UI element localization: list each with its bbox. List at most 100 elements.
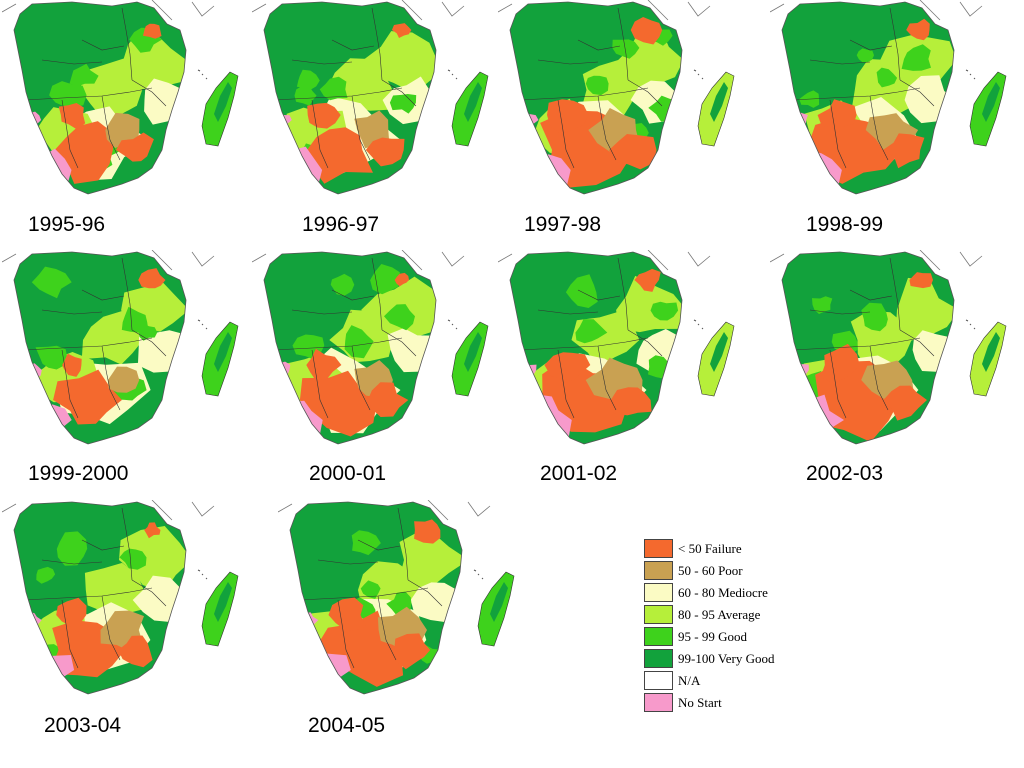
southern-africa-map bbox=[252, 250, 489, 445]
failure-region bbox=[56, 597, 87, 633]
country-border bbox=[131, 79, 167, 107]
good-region bbox=[69, 63, 99, 87]
failure-region bbox=[306, 348, 342, 381]
legend-swatch bbox=[644, 671, 673, 690]
no-start-region bbox=[301, 651, 351, 690]
country-border bbox=[101, 95, 121, 161]
good-region bbox=[650, 301, 679, 321]
vegetation-layer bbox=[782, 252, 954, 444]
southern-africa-map bbox=[498, 0, 735, 195]
southern-africa-map bbox=[2, 250, 239, 445]
country-border bbox=[381, 79, 417, 107]
good-region bbox=[370, 264, 400, 295]
country-border bbox=[291, 59, 353, 65]
legend-swatch bbox=[644, 561, 673, 580]
good-region bbox=[565, 274, 598, 308]
coastline bbox=[770, 250, 983, 271]
continent-outline bbox=[509, 1, 683, 195]
island-marks bbox=[197, 69, 208, 80]
madagascar-region bbox=[490, 582, 508, 622]
mediocre-region bbox=[132, 575, 186, 622]
continent-outline bbox=[13, 251, 187, 445]
no-start-region bbox=[23, 404, 72, 435]
country-border bbox=[537, 309, 599, 315]
continent-outline bbox=[781, 1, 955, 195]
madagascar-region bbox=[214, 582, 232, 622]
coastline bbox=[498, 0, 711, 21]
country-border bbox=[597, 95, 617, 161]
legend-label: < 50 Failure bbox=[678, 541, 742, 556]
poor-region bbox=[107, 366, 140, 393]
country-border bbox=[577, 289, 621, 301]
good-region bbox=[319, 76, 348, 101]
map-panel bbox=[498, 0, 735, 230]
island-marks bbox=[447, 319, 458, 330]
failure-region bbox=[883, 385, 927, 421]
legend-label: 80 - 95 Average bbox=[678, 607, 761, 622]
good-region bbox=[384, 304, 415, 331]
failure-region bbox=[367, 382, 409, 417]
good-region bbox=[585, 75, 609, 96]
failure-region bbox=[144, 522, 161, 539]
map-panel bbox=[770, 0, 1007, 230]
country-border bbox=[397, 507, 409, 581]
poor-region bbox=[105, 112, 140, 148]
country-border bbox=[81, 539, 125, 551]
vegetation-layer bbox=[14, 2, 186, 194]
madagascar-region bbox=[464, 82, 482, 122]
madagascar-region bbox=[710, 332, 728, 372]
country-border bbox=[311, 99, 329, 169]
country-border bbox=[371, 7, 383, 81]
good-region bbox=[31, 266, 72, 299]
madagascar-region bbox=[982, 82, 1000, 122]
island-marks bbox=[447, 69, 458, 80]
no-start-region bbox=[517, 363, 537, 379]
failure-region bbox=[58, 103, 86, 130]
country-border bbox=[407, 579, 443, 607]
failure-region bbox=[906, 18, 930, 41]
island-marks bbox=[965, 69, 976, 80]
country-border bbox=[337, 599, 355, 669]
country-border bbox=[627, 79, 663, 107]
country-border bbox=[131, 579, 167, 607]
vegetation-layer bbox=[264, 252, 436, 444]
legend-label: 95 - 99 Good bbox=[678, 629, 747, 644]
continent-outline bbox=[13, 501, 187, 695]
average-region bbox=[399, 532, 462, 595]
legend-swatch bbox=[644, 627, 673, 646]
map-panel bbox=[252, 0, 489, 230]
country-border bbox=[899, 79, 935, 107]
country-border bbox=[121, 7, 133, 81]
failure-region bbox=[138, 268, 166, 289]
country-border bbox=[889, 7, 901, 81]
country-border bbox=[889, 257, 901, 331]
season-label: 1997-98 bbox=[524, 213, 602, 236]
failure-region bbox=[630, 17, 663, 45]
country-border bbox=[849, 39, 893, 51]
failure-region bbox=[882, 133, 925, 169]
good-region bbox=[389, 94, 417, 114]
country-border bbox=[869, 95, 889, 161]
country-border bbox=[331, 289, 375, 301]
good-region bbox=[49, 81, 87, 108]
season-label: 2000-01 bbox=[309, 462, 387, 485]
country-border bbox=[809, 59, 871, 65]
country-border bbox=[809, 309, 871, 315]
coastline bbox=[2, 500, 215, 521]
good-region bbox=[901, 44, 931, 71]
legend-label: 99-100 Very Good bbox=[678, 651, 775, 666]
southern-africa-map bbox=[770, 250, 1007, 445]
mediocre-region bbox=[912, 330, 954, 372]
season-label: 2001-02 bbox=[540, 462, 618, 485]
legend-item-no-start: No Start bbox=[644, 692, 844, 712]
mediocre-region bbox=[144, 78, 186, 125]
legend-item-mediocre: 60 - 80 Mediocre bbox=[644, 582, 844, 602]
country-border bbox=[869, 345, 889, 411]
country-border bbox=[121, 257, 133, 331]
good-region bbox=[330, 273, 355, 296]
country-border bbox=[41, 309, 103, 315]
map-panel bbox=[252, 250, 489, 480]
good-region bbox=[856, 48, 874, 63]
country-border bbox=[291, 309, 353, 315]
southern-africa-map bbox=[770, 0, 1007, 195]
